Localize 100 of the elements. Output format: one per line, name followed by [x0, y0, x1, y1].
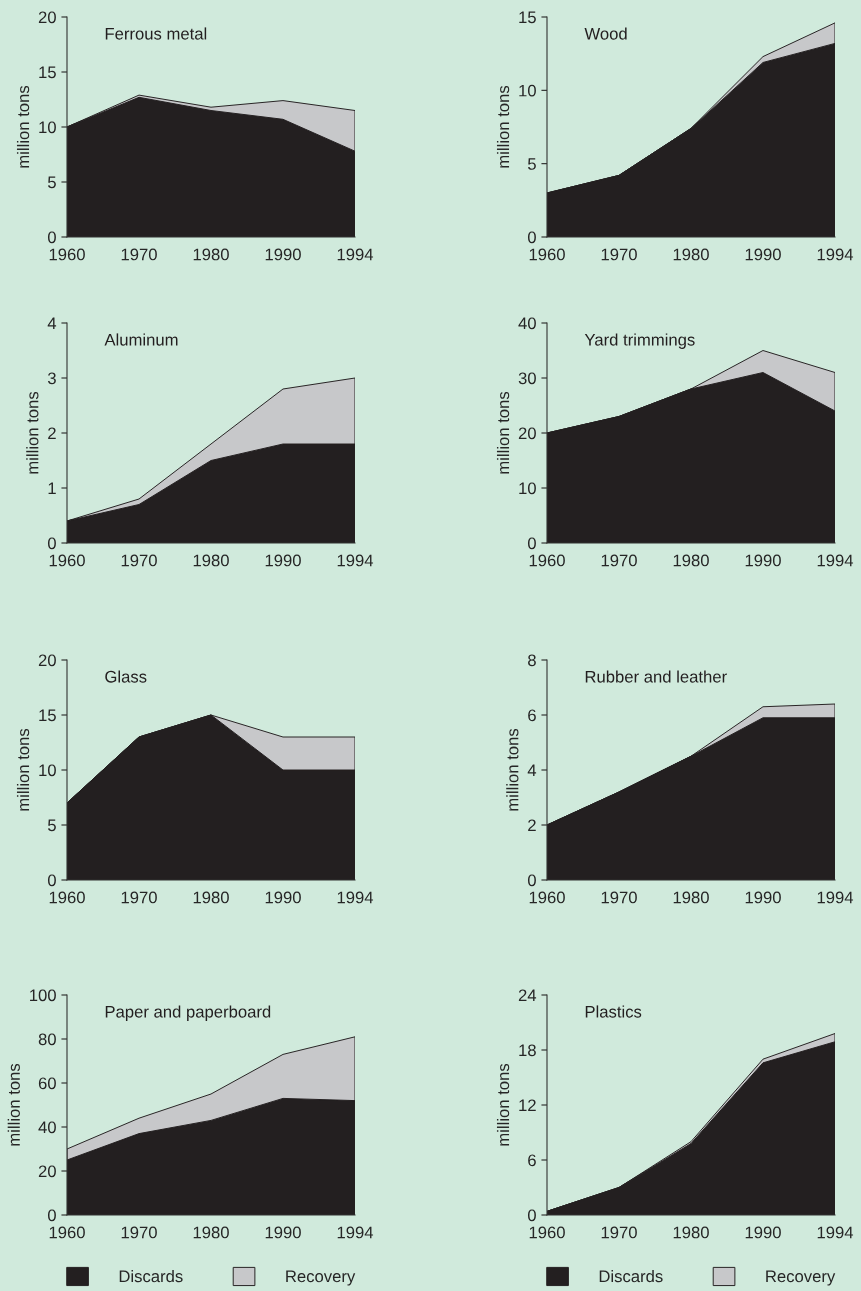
text: Paper and paperboard: [105, 1005, 271, 1021]
x-tick-label: 1970: [601, 248, 637, 261]
x-tick-label: 1980: [193, 554, 229, 567]
legend-label: Discards: [599, 1269, 663, 1283]
y-axis-title: million tons: [496, 1063, 510, 1146]
chart-title: Ferrous metal: [105, 27, 207, 40]
x-tick-label: 1990: [745, 248, 781, 261]
chart-title: Plastics: [585, 1005, 642, 1018]
y-tick-label: 0: [47, 231, 56, 244]
legend-label: Discards: [119, 1269, 183, 1283]
x-tick-label: 1960: [529, 554, 565, 567]
text: Yard trimmings: [584, 333, 695, 349]
y-tick-label: 20: [38, 11, 56, 24]
y-tick-label: 40: [38, 1121, 56, 1134]
x-tick-label: 1990: [745, 891, 781, 904]
x-tick-label: 1994: [817, 554, 854, 567]
x-tick-label: 1994: [817, 248, 854, 261]
y-tick-label: 6: [528, 709, 536, 722]
y-tick-label: 10: [519, 482, 536, 495]
x-tick-label: 1990: [745, 554, 781, 567]
y-tick-label: 3: [47, 372, 56, 385]
y-tick-label: 0: [527, 231, 536, 244]
x-tick-label: 1970: [121, 1226, 157, 1239]
y-tick-label: 5: [527, 158, 536, 170]
legend-label: Recovery: [286, 1270, 356, 1286]
x-tick-label: 1970: [601, 554, 637, 567]
x-tick-label: 1960: [49, 554, 85, 567]
y-tick-label: 20: [38, 654, 56, 667]
x-tick-label: 1990: [265, 891, 301, 904]
x-tick-label: 1990: [265, 1226, 301, 1239]
y-tick-label: 20: [518, 427, 536, 440]
x-tick-label: 1970: [121, 248, 157, 261]
x-tick-label: 1960: [529, 248, 565, 261]
x-tick-label: 1980: [673, 1226, 709, 1239]
y-axis-title: million tons: [16, 85, 30, 168]
y-tick-label: 0: [527, 1209, 536, 1222]
x-tick-label: 1980: [673, 554, 709, 567]
y-tick-label: 10: [519, 84, 536, 97]
x-tick-label: 1990: [745, 1226, 781, 1239]
y-axis-title: million tons: [496, 391, 510, 474]
y-tick-label: 18: [519, 1044, 536, 1057]
y-tick-label: 80: [38, 1033, 56, 1046]
legend-label: Recovery: [766, 1270, 836, 1286]
y-axis-title: million tons: [506, 728, 519, 811]
y-tick-label: 10: [39, 121, 56, 134]
x-tick-label: 1960: [49, 1226, 85, 1239]
y-tick-label: 100: [30, 989, 56, 1002]
x-tick-label: 1970: [121, 891, 157, 904]
y-tick-label: 0: [527, 874, 536, 887]
chart-title: Rubber and leather: [585, 670, 727, 683]
x-tick-label: 1994: [337, 248, 374, 261]
x-tick-label: 1980: [673, 891, 709, 904]
y-tick-label: 0: [47, 1209, 56, 1222]
y-tick-label: 8: [528, 654, 536, 667]
y-tick-label: 15: [519, 11, 536, 24]
y-tick-label: 4: [47, 317, 57, 330]
y-tick-label: 5: [47, 176, 56, 189]
y-tick-label: 0: [47, 874, 56, 887]
x-tick-label: 1994: [817, 1226, 854, 1239]
y-tick-label: 2: [528, 819, 536, 832]
y-tick-label: 30: [518, 372, 536, 385]
x-tick-label: 1980: [193, 248, 229, 261]
x-tick-label: 1960: [49, 891, 85, 904]
y-tick-label: 6: [528, 1154, 536, 1167]
y-tick-label: 0: [47, 537, 56, 550]
x-tick-label: 1980: [193, 891, 229, 904]
y-axis-title: million tons: [26, 391, 39, 474]
chart-title: Wood: [584, 27, 627, 40]
y-tick-label: 0: [527, 537, 536, 550]
y-tick-label: 10: [39, 764, 56, 777]
y-tick-label: 15: [39, 66, 56, 79]
x-tick-label: 1970: [601, 891, 637, 904]
y-tick-label: 4: [527, 764, 537, 777]
y-axis-title: million tons: [16, 728, 30, 811]
y-axis-title: million tons: [7, 1063, 20, 1146]
x-tick-label: 1960: [49, 248, 85, 261]
y-tick-label: 15: [39, 709, 56, 722]
x-tick-label: 1960: [529, 1226, 565, 1239]
y-tick-label: 12: [519, 1099, 536, 1112]
x-tick-label: 1994: [337, 554, 374, 567]
chart-title: Aluminum: [104, 333, 178, 346]
y-tick-label: 1: [48, 482, 56, 495]
x-tick-label: 1980: [673, 248, 709, 261]
chart-title: Glass: [105, 670, 147, 683]
y-axis-title: million tons: [496, 85, 510, 168]
y-tick-label: 60: [38, 1077, 56, 1090]
x-tick-label: 1960: [529, 891, 565, 904]
y-tick-label: 5: [47, 819, 56, 832]
x-tick-label: 1990: [265, 248, 301, 261]
y-tick-label: 40: [518, 317, 536, 330]
y-tick-label: 24: [518, 989, 537, 1002]
x-tick-label: 1970: [601, 1226, 637, 1239]
x-tick-label: 1994: [337, 891, 374, 904]
x-tick-label: 1994: [337, 1226, 374, 1239]
x-tick-label: 1994: [817, 891, 854, 904]
x-tick-label: 1980: [193, 1226, 229, 1239]
x-tick-label: 1990: [265, 554, 301, 567]
x-tick-label: 1970: [121, 554, 157, 567]
y-tick-label: 20: [38, 1165, 56, 1178]
y-tick-label: 2: [48, 427, 56, 440]
